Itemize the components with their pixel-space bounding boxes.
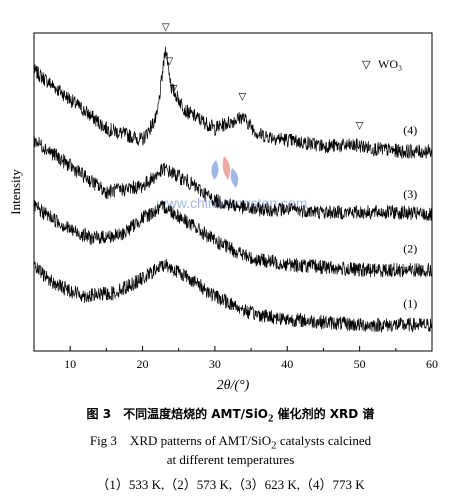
x-tick-label: 10 [64,357,76,371]
xrd-curve-3 [33,199,433,278]
caption-chinese: 图 3 不同温度焙烧的 AMT/SiO2 催化剂的 XRD 谱 [0,405,461,425]
curve-labels: (4) (3) (2) (1) [403,123,417,310]
legend-label: WO₃ [378,57,402,71]
wo3-peak-marker-icon: ▽ [239,91,247,102]
legend-marker-icon: ▽ [362,59,371,71]
xrd-curve-1 [33,46,433,159]
curves-group [33,46,433,333]
caption-english: Fig 3 XRD patterns of AMT/SiO2 catalysts… [0,430,461,452]
x-tick-label: 60 [426,357,438,371]
y-axis-label: Intensity [8,169,23,215]
caption-en-sub: 2 [271,439,277,452]
x-axis-label: 2θ/(°) [217,378,250,393]
x-tick-label: 30 [209,357,221,371]
curve-label-1: (4) [403,123,417,137]
xrd-curve-2 [33,135,433,221]
caption-en-prefix: Fig 3 XRD patterns of AMT/SiO [89,433,272,448]
caption-line3: at different temperatures [166,452,295,467]
watermark-logo: www.chinatungsten.com [156,156,307,211]
curve-label-4: (1) [403,297,417,311]
wo3-peak-marker-icon: ▽ [356,120,364,131]
curve-label-3: (2) [403,242,417,256]
x-tick-label: 40 [281,357,293,371]
legend: ▽ WO₃ [362,57,402,71]
wo3-peak-marker-icon: ▽ [162,22,170,33]
caption-cn-sub: 2 [268,412,274,425]
x-axis-ticks: 10 20 30 40 50 60 [64,346,438,371]
xrd-chart: www.chinatungsten.com 10 20 30 40 50 60 ▽▽▽▽▽… [8,22,438,393]
plot-frame [33,32,433,352]
x-tick-label: 20 [137,357,149,371]
caption-line4: （1）533 K,（2）573 K,（3）623 K,（4）773 K [96,477,365,492]
caption-cn-prefix: 图 3 不同温度焙烧的 AMT/SiO [86,407,269,421]
wo3-peak-marker-icon: ▽ [170,83,178,94]
wo3-peak-marker-icon: ▽ [165,56,173,67]
curve-label-2: (3) [403,187,417,201]
caption-cn-suffix: 催化剂的 XRD 谱 [273,407,375,421]
caption-en-suffix: catalysts calcined [276,433,372,448]
x-tick-label: 50 [354,357,366,371]
wo3-peak-markers: ▽ ▽ ▽ ▽ ▽ [162,22,364,131]
xrd-curve-4 [33,259,433,333]
